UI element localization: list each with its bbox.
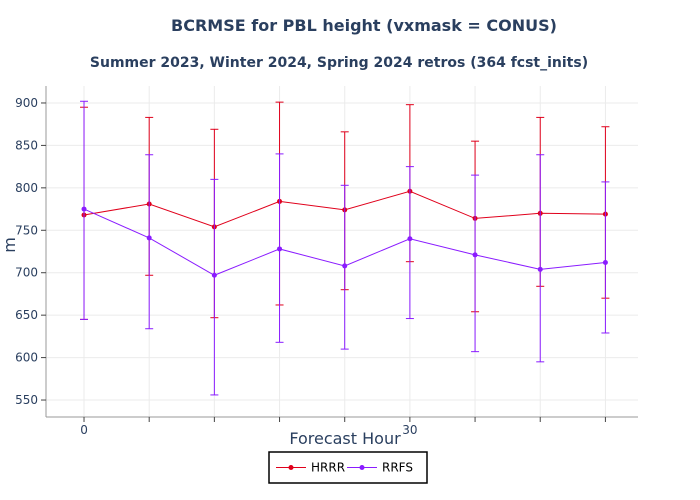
chart-subtitle: Summer 2023, Winter 2024, Spring 2024 re… <box>90 55 588 71</box>
y-tick-label: 850 <box>15 138 38 152</box>
rrfs-data-point <box>81 206 87 212</box>
rrfs-data-point <box>146 235 152 241</box>
chart-title: BCRMSE for PBL height (vxmask = CONUS) <box>171 16 557 35</box>
y-tick-label: 650 <box>15 308 38 322</box>
y-tick-label: 750 <box>15 223 38 237</box>
rrfs-data-point <box>472 252 478 258</box>
y-tick-label: 800 <box>15 181 38 195</box>
y-tick-label: 550 <box>15 393 38 407</box>
rrfs-data-point <box>277 246 283 252</box>
rrfs-data-point <box>537 266 543 272</box>
rrfs-legend-label: RRFS <box>382 461 413 475</box>
y-tick-label: 700 <box>15 266 38 280</box>
y-tick-label: 900 <box>15 96 38 110</box>
y-tick-label: 600 <box>15 351 38 365</box>
x-tick-label: 0 <box>80 423 88 437</box>
rrfs-data-point <box>602 260 608 266</box>
rrfs-data-point <box>407 236 413 242</box>
x-tick-label: 30 <box>402 423 417 437</box>
rrfs-data-point <box>342 263 348 269</box>
hrrr-legend-label: HRRR <box>311 461 345 475</box>
y-axis-title: m <box>0 237 19 253</box>
legend: HRRR RRFS <box>268 451 428 484</box>
hrrr-legend-marker <box>288 465 294 470</box>
rrfs-legend-marker <box>359 465 365 470</box>
rrfs-data-point <box>211 272 217 278</box>
x-axis-title: Forecast Hour <box>289 429 401 448</box>
plot-area: 550 600 650 700 750 800 850 900 0 30 <box>15 86 638 437</box>
